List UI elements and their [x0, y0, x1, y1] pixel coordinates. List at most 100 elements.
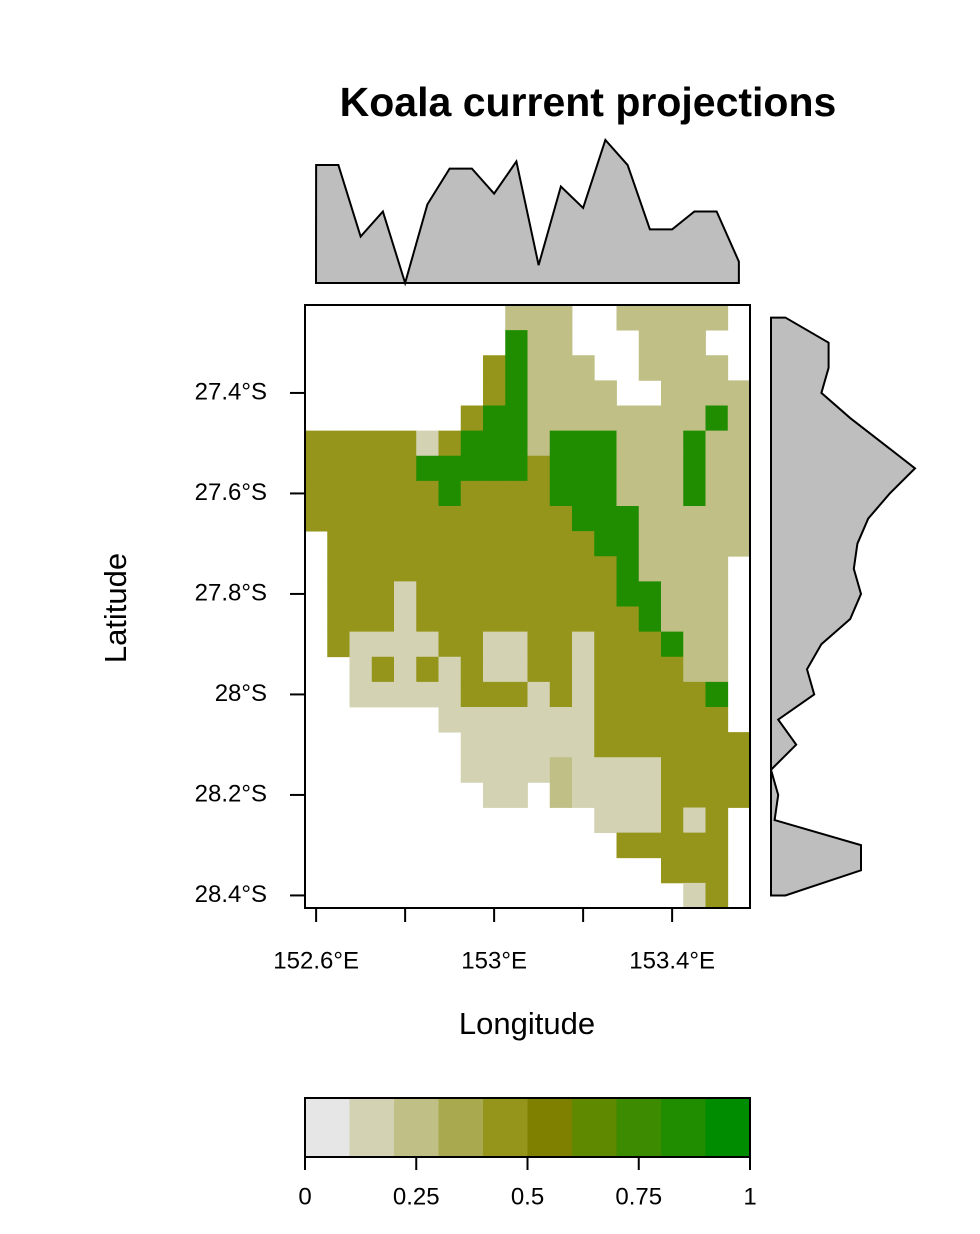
cell: [705, 405, 729, 432]
cell: [683, 430, 706, 457]
cell: [483, 380, 506, 406]
cell: [661, 581, 684, 607]
cell: [549, 782, 573, 808]
cell: [305, 506, 328, 532]
cell: [527, 757, 551, 783]
cell: [505, 430, 528, 457]
cell: [483, 782, 506, 808]
cell: [327, 606, 350, 633]
colorbar-tick-label: 0.25: [393, 1183, 440, 1210]
cell: [438, 430, 462, 457]
cell: [705, 707, 729, 733]
cell: [661, 455, 684, 482]
cell: [683, 732, 706, 758]
cell: [683, 380, 706, 406]
cell: [460, 430, 484, 457]
cell: [371, 531, 395, 557]
cell: [438, 581, 462, 607]
cell: [527, 380, 551, 406]
cell: [638, 782, 662, 808]
cell: [416, 656, 439, 683]
cell: [460, 455, 484, 482]
cell: [616, 681, 640, 708]
cell: [661, 355, 684, 381]
cell: [327, 581, 350, 607]
cell: [483, 732, 506, 758]
cell: [705, 807, 729, 834]
cell: [505, 305, 528, 331]
cell: [483, 656, 506, 683]
cell: [438, 480, 462, 507]
cell: [727, 380, 751, 406]
cell: [460, 506, 484, 532]
cell: [349, 480, 373, 507]
cell: [460, 556, 484, 582]
cell: [705, 732, 729, 758]
cell: [705, 355, 729, 381]
cell: [438, 707, 462, 733]
cell: [327, 430, 350, 457]
cell: [683, 707, 706, 733]
cell: [505, 506, 528, 532]
cell: [460, 531, 484, 557]
cell: [594, 631, 617, 658]
colorbar-tick-label: 1: [743, 1183, 756, 1210]
cell: [483, 681, 506, 708]
y-tick-label: 28.2°S: [195, 780, 267, 807]
cell: [705, 531, 729, 557]
cell: [527, 631, 551, 658]
cell: [616, 581, 640, 607]
cell: [572, 355, 595, 381]
colorbar-tick-label: 0.5: [511, 1183, 544, 1210]
cell: [416, 455, 439, 482]
cell: [616, 631, 640, 658]
cell: [416, 480, 439, 507]
cell: [594, 606, 617, 633]
cell: [505, 606, 528, 633]
cell: [594, 681, 617, 708]
cell: [438, 531, 462, 557]
cell: [616, 757, 640, 783]
cell: [572, 732, 595, 758]
cell: [305, 455, 328, 482]
cell: [438, 556, 462, 582]
x-tick-label: 153°E: [461, 947, 527, 974]
cell: [505, 531, 528, 557]
cell: [371, 631, 395, 658]
y-tick-label: 28°S: [215, 680, 267, 707]
colorbar-swatch: [483, 1098, 528, 1157]
cell: [438, 681, 462, 708]
raster: [305, 305, 751, 909]
cell: [705, 656, 729, 683]
cell: [549, 405, 573, 432]
cell: [705, 882, 729, 909]
cell: [394, 656, 417, 683]
cell: [616, 707, 640, 733]
cell: [661, 330, 684, 356]
cell: [727, 782, 751, 808]
cell: [594, 656, 617, 683]
cell: [683, 581, 706, 607]
cell: [460, 581, 484, 607]
cell: [483, 355, 506, 381]
cell: [460, 656, 484, 683]
cell: [416, 581, 439, 607]
cell: [638, 556, 662, 582]
cell: [661, 631, 684, 658]
cell: [572, 656, 595, 683]
cell: [483, 506, 506, 532]
cell: [527, 531, 551, 557]
cell: [483, 480, 506, 507]
cell: [416, 430, 439, 457]
cell: [638, 531, 662, 557]
cell: [683, 782, 706, 808]
cell: [505, 782, 528, 808]
cell: [416, 506, 439, 532]
cell: [683, 506, 706, 532]
cell: [483, 631, 506, 658]
cell: [705, 832, 729, 859]
cell: [505, 330, 528, 356]
cell: [727, 732, 751, 758]
cell: [683, 480, 706, 507]
cell: [683, 305, 706, 331]
